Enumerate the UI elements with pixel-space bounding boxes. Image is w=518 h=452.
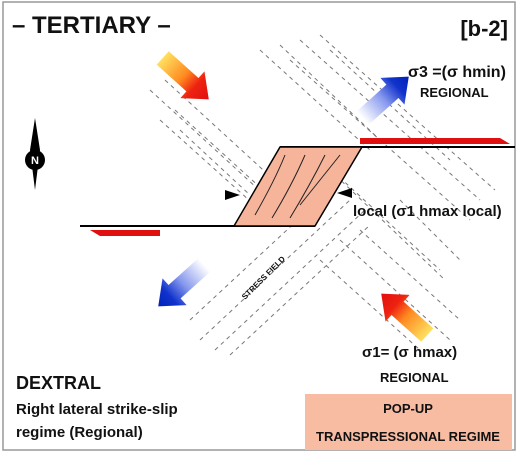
sigma3-arrow [158, 258, 211, 307]
sigma1-arrow [381, 293, 434, 342]
code: [b-2] [460, 16, 508, 41]
popup-label: POP-UP [383, 401, 433, 416]
popup-box [305, 394, 512, 450]
local-label: local (σ1 hmax local) [353, 203, 502, 220]
sigma3-label: σ3 =(σ hmin) [408, 64, 506, 81]
popup-label: TRANSPRESSIONAL REGIME [316, 429, 500, 444]
popup-block [232, 146, 364, 227]
north-label: N [31, 155, 39, 167]
title: – TERTIARY – [12, 12, 171, 39]
slip-arrow [360, 138, 510, 144]
north-arrow: N [25, 118, 45, 190]
stress-field-label: STRESS FIELD [240, 254, 287, 301]
slip-arrow [90, 230, 160, 236]
sigma1-label: σ1= (σ hmax) [362, 344, 457, 361]
compression-arrow [225, 190, 240, 200]
regime-line: regime (Regional) [16, 424, 143, 441]
compression-arrow [337, 188, 352, 198]
sigma3-scope: REGIONAL [420, 85, 489, 100]
sigma1-arrow [156, 51, 209, 100]
sigma3-arrow [356, 76, 409, 125]
regime-name: DEXTRAL [16, 373, 101, 393]
sigma1-scope: REGIONAL [380, 370, 449, 385]
flow-lines [254, 154, 341, 219]
regime-line: Right lateral strike-slip [16, 401, 178, 418]
